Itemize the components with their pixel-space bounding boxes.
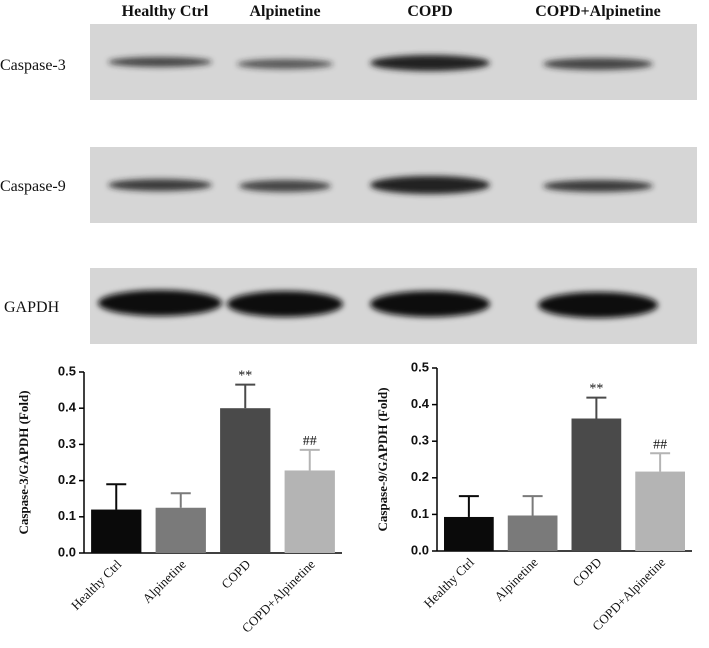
error-bar: [170, 492, 191, 508]
y-tick-label: 0.1: [58, 508, 76, 523]
y-axis-label: Caspase-9/GAPDH (Fold): [375, 387, 390, 531]
error-bar: [650, 452, 671, 472]
y-tick-label: 0.5: [411, 359, 429, 374]
y-tick-label: 0.0: [58, 544, 76, 559]
x-tick-label: Alpinetine: [139, 556, 189, 606]
row-label: Caspase-9: [0, 178, 66, 195]
significance-label: ##: [653, 437, 667, 452]
significance-label: **: [589, 382, 603, 397]
y-tick-label: 0.1: [411, 506, 429, 521]
error-bar: [106, 483, 127, 510]
bar: [284, 470, 335, 553]
lane-label: Healthy Ctrl: [122, 3, 209, 20]
bands: [108, 55, 653, 71]
x-tick-label: COPD: [218, 557, 253, 592]
bands: [98, 290, 658, 318]
error-bar: [299, 448, 320, 471]
y-tick-label: 0.4: [411, 396, 430, 411]
bar: [507, 515, 558, 551]
y-axis-label: Caspase-3/GAPDH (Fold): [16, 390, 31, 534]
x-tick-label: Alpinetine: [491, 554, 541, 604]
y-tick-label: 0.3: [411, 433, 429, 448]
y-tick-label: 0.2: [58, 472, 76, 487]
y-tick-label: 0.3: [58, 436, 76, 451]
row-label: GAPDH: [4, 299, 60, 316]
bar-chart: 0.0 0.1 0.2 0.3 0.4 0.5 Caspase-9/GAPDH (Fold)…: [375, 359, 692, 634]
row-label: Caspase-3: [0, 57, 66, 74]
bar-chart: 0.0 0.1 0.2 0.3 0.4 0.5 Caspase-3/GAPDH (Fold)…: [16, 363, 342, 636]
bar: [635, 471, 685, 551]
bar: [220, 408, 271, 553]
bar: [571, 418, 622, 551]
bar: [91, 509, 142, 553]
y-tick-label: 0.0: [411, 542, 429, 557]
error-bar: [235, 383, 256, 409]
x-tick-label: Healthy Ctrl: [421, 554, 478, 611]
y-tick-label: 0.5: [58, 363, 76, 378]
bands: [108, 176, 653, 194]
lane-label: Alpinetine: [249, 3, 320, 20]
error-bar: [522, 495, 543, 516]
significance-label: ##: [303, 434, 317, 449]
error-bar: [586, 396, 607, 419]
significance-label: **: [238, 369, 252, 384]
x-tick-label: COPD: [569, 555, 604, 590]
y-tick-label: 0.4: [58, 400, 77, 415]
bar: [444, 516, 494, 551]
lane-label: COPD: [407, 3, 452, 20]
bar: [155, 507, 206, 553]
y-tick-label: 0.2: [411, 469, 429, 484]
lane-label: COPD+Alpinetine: [535, 3, 661, 20]
error-bar: [458, 495, 479, 517]
x-tick-label: Healthy Ctrl: [68, 556, 125, 613]
